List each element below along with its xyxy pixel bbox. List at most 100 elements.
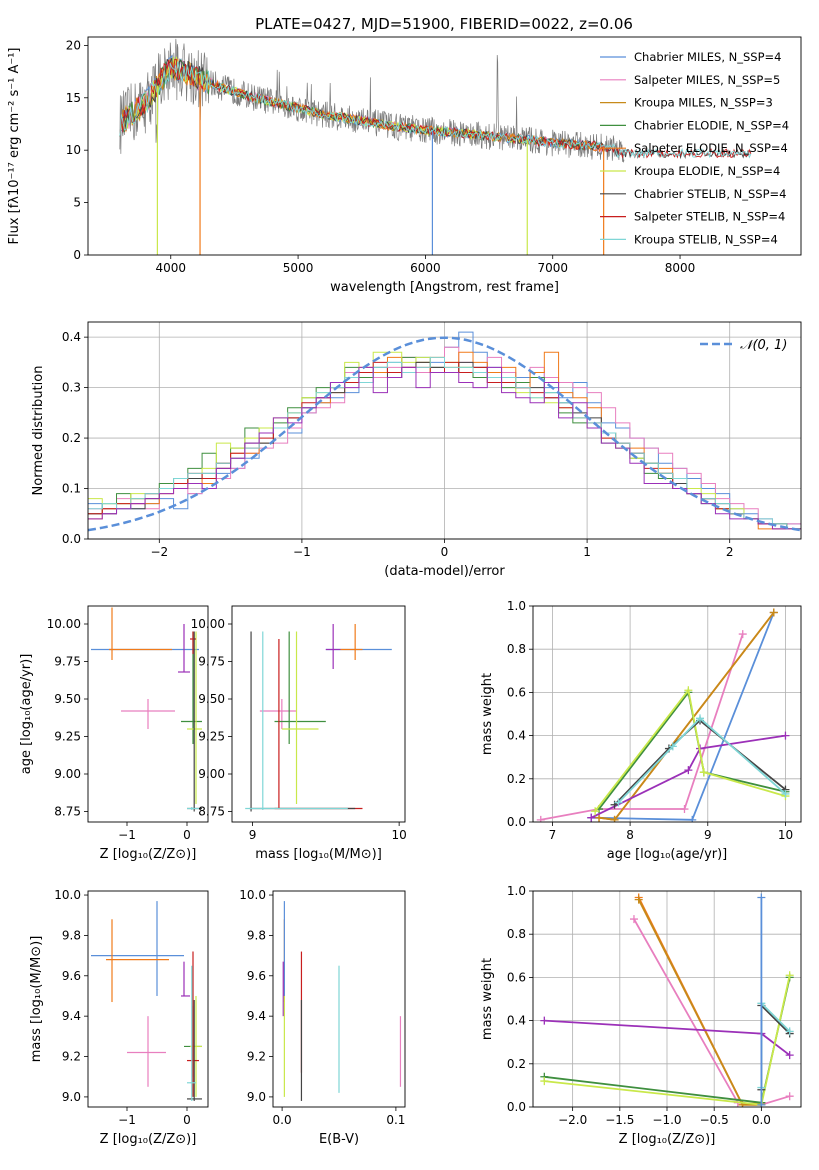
x-tick-label: 9	[704, 828, 712, 842]
x-tick-label: −1	[293, 545, 311, 559]
y-tick-label: 9.2	[247, 1050, 266, 1064]
age-vs-Z-panel-plot-area	[91, 607, 202, 812]
weight-point-marker	[540, 1016, 549, 1025]
y-tick-label: 0.2	[507, 1057, 526, 1071]
y-tick-label: 9.00	[54, 767, 81, 781]
weight-point-marker	[757, 893, 766, 902]
x-tick-label: −1	[118, 1113, 136, 1127]
weight-point-marker	[668, 742, 677, 751]
y-tick-label: 15	[66, 91, 81, 105]
x-axis-label: age [log₁₀(age/yr)]	[607, 847, 728, 862]
weight-point-marker	[684, 766, 693, 775]
x-tick-label: 0	[183, 1113, 191, 1127]
weight-point-marker	[785, 1027, 794, 1036]
weight-point-marker	[591, 807, 600, 816]
spectrum-plot-area	[119, 38, 752, 255]
y-tick-label: 9.2	[62, 1050, 81, 1064]
weight-point-marker	[595, 813, 604, 822]
weight-point-marker	[634, 895, 643, 904]
y-tick-label: 9.4	[247, 1009, 266, 1023]
y-tick-label: 10.0	[54, 888, 81, 902]
weight-point-marker	[536, 815, 545, 822]
y-tick-label: 1.0	[507, 599, 526, 613]
x-tick-label: 0.0	[752, 1113, 771, 1127]
y-tick-label: 9.75	[54, 655, 81, 669]
x-tick-label: 9	[249, 828, 257, 842]
y-tick-label: 0.4	[62, 330, 81, 344]
spectrum-panel: 4000 5000 6000 7000 8000 0 5 10 15 20 wavelength […	[7, 36, 802, 295]
y-tick-label: 9.0	[62, 1090, 81, 1104]
x-axis-label: E(B-V)	[319, 1132, 359, 1147]
weight-series-line	[617, 717, 787, 804]
x-tick-label: 8	[626, 828, 634, 842]
model-spectrum-line	[119, 61, 752, 159]
mass-vs-ebv-panel: 0.0 0.1 9.0 9.2 9.4 9.6 9.8 10.0 E(B-V)	[239, 888, 406, 1147]
y-tick-label: 9.8	[62, 928, 81, 942]
y-tick-label: 0.4	[507, 729, 526, 743]
weight-series-line	[637, 897, 762, 1106]
weight-series-line	[598, 611, 775, 821]
axes-frame	[272, 890, 406, 1108]
x-tick-label: 7000	[537, 261, 568, 275]
x-tick-label: −1.5	[605, 1113, 634, 1127]
y-tick-label: 10.0	[239, 888, 266, 902]
weight-point-marker	[785, 1092, 794, 1101]
mass-vs-Z-panel: −1 0 9.0 9.2 9.4 9.6 9.8 10.0 Z [log₁₀(Z/Z⊙)] mas…	[29, 888, 209, 1147]
y-tick-label: 0	[73, 248, 81, 262]
y-axis-label: Normed distribution	[31, 366, 46, 496]
x-tick-label: 6000	[410, 261, 441, 275]
y-tick-label: 9.4	[62, 1009, 81, 1023]
axes-frame	[532, 890, 802, 1108]
observed-spectrum-line	[119, 38, 625, 163]
y-tick-label: 5	[73, 196, 81, 210]
x-tick-label: 0	[183, 828, 191, 842]
x-axis-label: Z [log₁₀(Z/Z⊙)]	[619, 1132, 716, 1147]
normal-reference-curve	[88, 336, 801, 532]
legend-label: Chabrier MILES, N_SSP=4	[634, 50, 781, 64]
weight-point-marker	[629, 915, 638, 924]
mass-weight-vs-age-panel: 7 8 9 10 0.0 0.2 0.4 0.6 0.8 1.0 age [log₁₀(age/yr…	[480, 599, 802, 862]
y-axis-label: Flux [fλ10⁻¹⁷ erg cm⁻² s⁻¹ A⁻¹]	[7, 48, 22, 245]
y-tick-label: 0.0	[62, 532, 81, 546]
y-tick-label: 0.8	[507, 927, 526, 941]
weight-series-line	[590, 734, 786, 819]
weight-point-marker	[781, 731, 790, 740]
mass-weight-vs-Z-panel-plot-area	[540, 893, 794, 1107]
weight-series-line	[540, 633, 744, 821]
x-tick-label: 5000	[283, 261, 314, 275]
legend-label: Kroupa MILES, N_SSP=3	[634, 96, 773, 110]
weight-point-marker	[738, 630, 747, 639]
legend-label: Kroupa STELIB, N_SSP=4	[634, 232, 778, 246]
y-tick-label: 8.75	[198, 805, 225, 819]
age-vs-Z-panel: −1 0 8.75 9.00 9.25 9.50 9.75 10.00 Z [log₁₀(Z/Z…	[19, 605, 209, 862]
y-tick-label: 9.8	[247, 928, 266, 942]
y-axis-label: mass weight	[480, 958, 495, 1040]
weight-series-line	[594, 688, 786, 812]
weight-series-line	[598, 611, 775, 821]
y-axis-label: age [log₁₀(age/yr)]	[19, 654, 34, 775]
legend-label: Salpeter MILES, N_SSP=5	[634, 73, 780, 87]
y-tick-label: 0.4	[507, 1014, 526, 1028]
weight-point-marker	[785, 1051, 794, 1060]
legend-label: Salpeter STELIB, N_SSP=4	[634, 210, 785, 224]
weight-point-marker	[781, 789, 790, 798]
legend-label: Salpeter ELODIE, N_SSP=4	[634, 141, 788, 155]
x-tick-label: −2	[150, 545, 168, 559]
legend-label: Kroupa ELODIE, N_SSP=4	[634, 164, 780, 178]
y-tick-label: 9.6	[62, 969, 81, 983]
y-tick-label: 9.6	[247, 969, 266, 983]
x-axis-label: mass [log₁₀(M/M⊙)]	[255, 847, 382, 862]
x-tick-label: −2.0	[558, 1113, 587, 1127]
age-vs-mass-panel-plot-area	[245, 624, 392, 812]
x-tick-label: −1	[118, 828, 136, 842]
weight-point-marker	[684, 686, 693, 695]
y-tick-label: 0.2	[507, 772, 526, 786]
axes-frame	[87, 605, 209, 823]
residual-histogram-panel: −2 −1 0 1 2 0.0 0.1 0.2 0.3 0.4 𝒩(0, 1) (data-model…	[31, 321, 802, 579]
histogram-series	[88, 356, 801, 530]
x-axis-label: wavelength [Angstrom, rest frame]	[330, 280, 559, 295]
weight-point-marker	[614, 798, 623, 807]
y-tick-label: 10.00	[47, 617, 81, 631]
x-axis-label: Z [log₁₀(Z/Z⊙)]	[100, 847, 197, 862]
